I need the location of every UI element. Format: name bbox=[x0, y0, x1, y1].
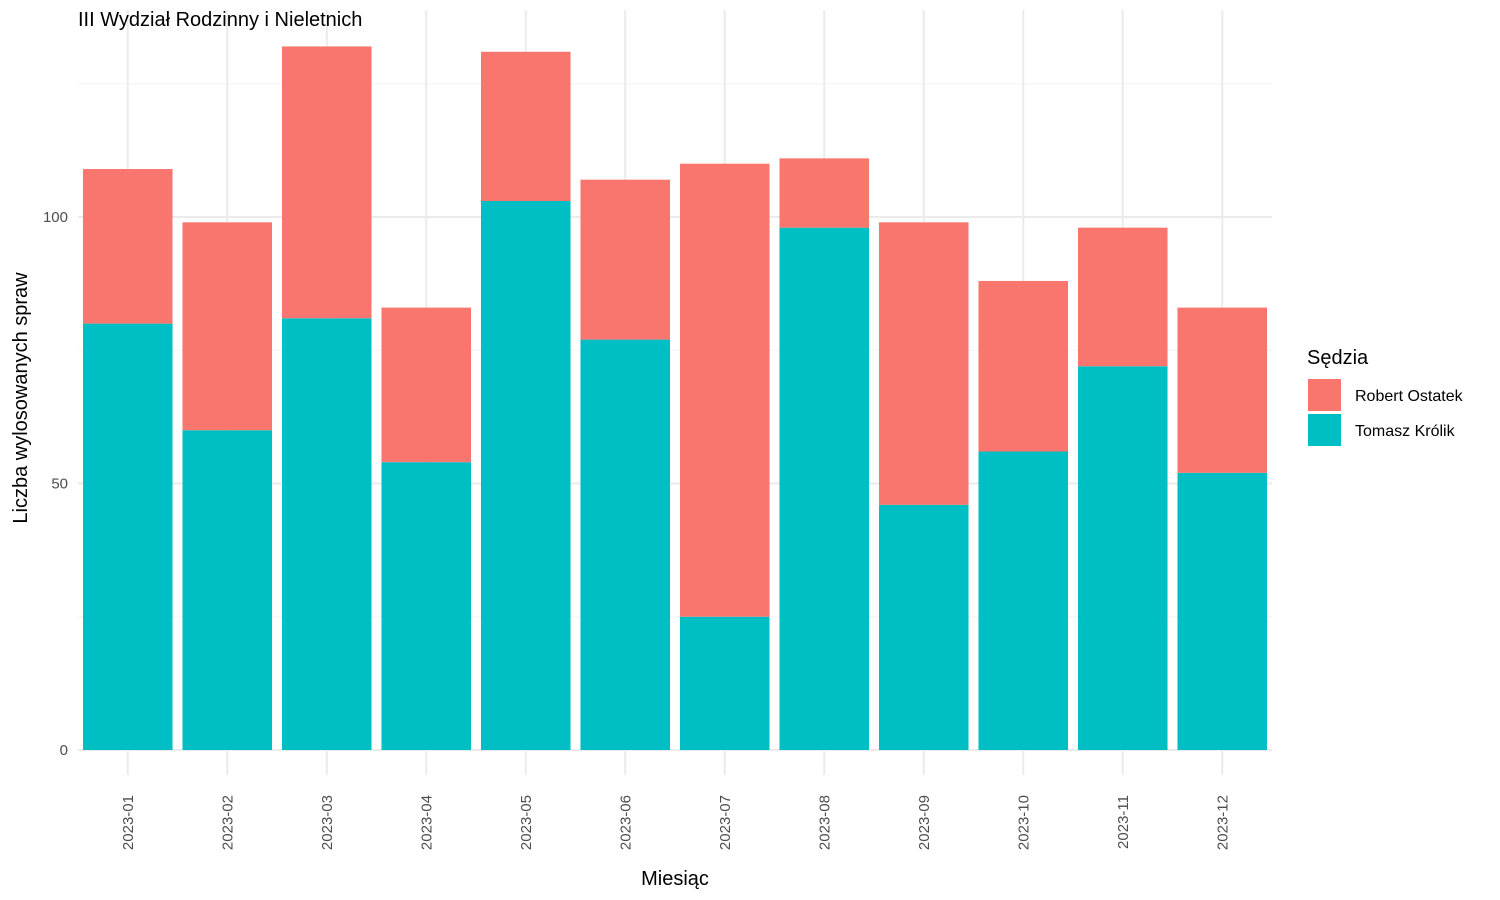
bar-tomasz-królik-2023-08 bbox=[779, 227, 870, 750]
bar-robert-ostatek-2023-07 bbox=[679, 163, 770, 617]
x-tick-label: 2023-04 bbox=[418, 795, 435, 850]
bars bbox=[82, 46, 1268, 750]
x-tick-label: 2023-12 bbox=[1214, 795, 1231, 850]
x-tick-label: 2023-07 bbox=[717, 795, 734, 850]
chart-title: III Wydział Rodzinny i Nieletnich bbox=[78, 9, 362, 31]
legend-label: Robert Ostatek bbox=[1355, 388, 1464, 405]
y-tick-label: 50 bbox=[51, 476, 68, 493]
bar-robert-ostatek-2023-04 bbox=[381, 307, 472, 463]
x-axis-title: Miesiąc bbox=[641, 868, 709, 890]
bar-robert-ostatek-2023-02 bbox=[182, 222, 273, 431]
x-tick-label: 2023-09 bbox=[916, 795, 933, 850]
bar-tomasz-królik-2023-11 bbox=[1077, 366, 1168, 750]
bar-robert-ostatek-2023-03 bbox=[281, 46, 372, 319]
bar-tomasz-królik-2023-12 bbox=[1177, 472, 1268, 750]
bar-tomasz-królik-2023-07 bbox=[679, 616, 770, 750]
y-tick-label: 100 bbox=[43, 209, 68, 226]
legend-title: Sędzia bbox=[1307, 347, 1369, 369]
y-tick-label: 0 bbox=[60, 742, 68, 759]
y-axis-title: Liczba wylosowanych spraw bbox=[10, 272, 32, 524]
x-tick-label: 2023-01 bbox=[120, 795, 137, 850]
x-tick-label: 2023-10 bbox=[1015, 795, 1032, 850]
bar-robert-ostatek-2023-01 bbox=[82, 169, 173, 324]
bar-robert-ostatek-2023-05 bbox=[480, 51, 571, 202]
bar-tomasz-królik-2023-01 bbox=[82, 323, 173, 750]
x-tick-label: 2023-08 bbox=[816, 795, 833, 850]
legend-label: Tomasz Królik bbox=[1355, 423, 1456, 440]
bar-tomasz-królik-2023-04 bbox=[381, 462, 472, 750]
legend-items: Robert Ostatek Tomasz Królik bbox=[1308, 379, 1464, 446]
y-axis-ticks: 0 50 100 bbox=[43, 209, 68, 759]
bar-robert-ostatek-2023-12 bbox=[1177, 307, 1268, 473]
bar-robert-ostatek-2023-11 bbox=[1077, 227, 1168, 367]
bar-tomasz-królik-2023-06 bbox=[580, 339, 671, 750]
bar-robert-ostatek-2023-10 bbox=[978, 280, 1069, 452]
x-tick-label: 2023-06 bbox=[617, 795, 634, 850]
bar-tomasz-królik-2023-09 bbox=[878, 504, 969, 750]
legend: Sędzia Robert Ostatek Tomasz Królik bbox=[1307, 347, 1464, 446]
bar-tomasz-królik-2023-10 bbox=[978, 451, 1069, 750]
x-tick-label: 2023-03 bbox=[319, 795, 336, 850]
legend-swatch bbox=[1308, 414, 1341, 446]
x-axis-ticks: 2023-01 2023-02 2023-03 2023-04 2023-05 2023-… bbox=[120, 795, 1232, 850]
bar-tomasz-królik-2023-03 bbox=[281, 318, 372, 750]
x-tick-label: 2023-02 bbox=[219, 795, 236, 850]
bar-robert-ostatek-2023-06 bbox=[580, 179, 671, 340]
bar-robert-ostatek-2023-09 bbox=[878, 222, 969, 505]
x-tick-label: 2023-11 bbox=[1115, 795, 1132, 849]
bar-tomasz-królik-2023-02 bbox=[182, 430, 273, 750]
legend-swatch bbox=[1308, 379, 1341, 411]
bar-tomasz-królik-2023-05 bbox=[480, 201, 571, 750]
bar-robert-ostatek-2023-08 bbox=[779, 158, 870, 228]
x-tick-label: 2023-05 bbox=[518, 795, 535, 850]
